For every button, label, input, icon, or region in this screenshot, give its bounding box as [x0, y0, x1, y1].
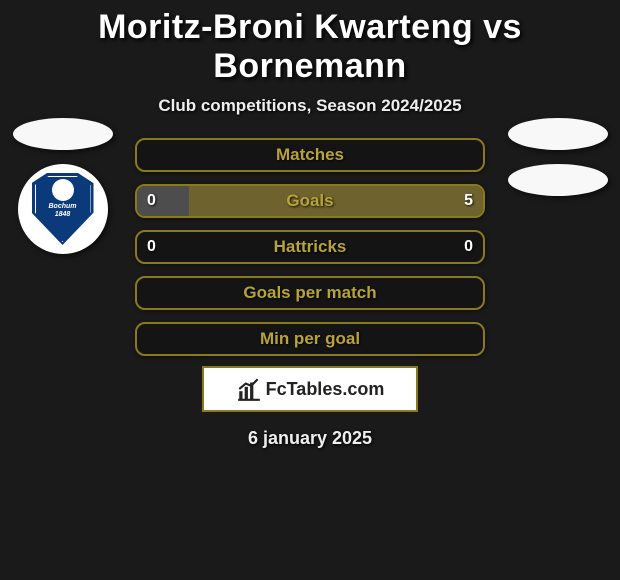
stat-label: Hattricks: [137, 232, 483, 262]
stat-bar-hattricks: Hattricks0 0: [135, 230, 485, 264]
stat-label: Goals per match: [137, 278, 483, 308]
stat-value-right: 0: [454, 232, 483, 262]
chart-icon: [236, 376, 262, 402]
stat-label: Matches: [137, 140, 483, 170]
date-text: 6 january 2025: [10, 428, 610, 449]
stat-value-right: 5: [454, 186, 483, 216]
page-title: Moritz-Broni Kwarteng vs Bornemann: [10, 8, 610, 86]
stat-bar-matches: Matches: [135, 138, 485, 172]
stat-label: Goals: [137, 186, 483, 216]
stat-bar-goals: Goals0 5: [135, 184, 485, 218]
stat-bars: MatchesGoals05Hattricks00Goals per match…: [10, 138, 610, 356]
brand-text: FcTables.com: [266, 379, 385, 400]
stat-value-left: 0: [137, 232, 166, 262]
stat-value-left: 0: [137, 186, 166, 216]
stat-label: Min per goal: [137, 324, 483, 354]
brand-logo[interactable]: FcTables.com: [202, 366, 418, 412]
stat-bar-gpm: Goals per match: [135, 276, 485, 310]
stat-bar-mpg: Min per goal: [135, 322, 485, 356]
subtitle: Club competitions, Season 2024/2025: [10, 96, 610, 116]
